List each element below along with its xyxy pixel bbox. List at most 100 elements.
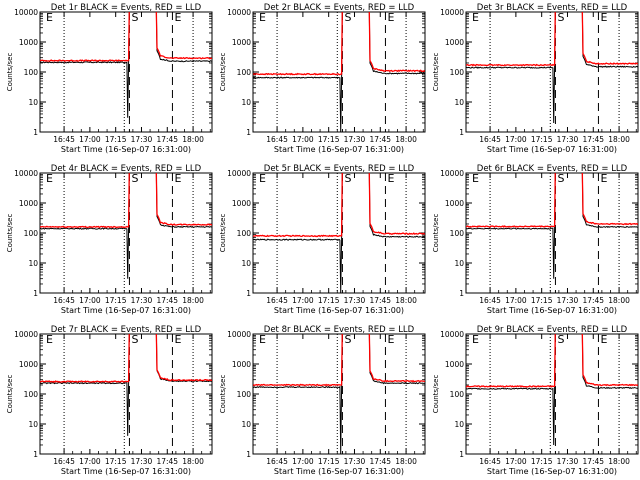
marker-label-s: S bbox=[557, 172, 564, 185]
y-tick-label: 1000 bbox=[232, 199, 251, 208]
marker-label-s: S bbox=[131, 333, 138, 346]
series-line-lld bbox=[253, 173, 425, 238]
series-line-events bbox=[253, 173, 425, 293]
marker-label-e: E bbox=[259, 333, 266, 346]
x-axis-label: Start Time (16-Sep-07 16:31:00) bbox=[61, 145, 191, 154]
x-tick-label: 17:15 bbox=[531, 135, 553, 144]
y-tick-label: 10000 bbox=[227, 8, 251, 17]
plot-frame bbox=[39, 11, 213, 133]
marker-label-s: S bbox=[344, 333, 351, 346]
x-tick-label: 18:00 bbox=[182, 296, 204, 305]
detector-panel-3: Det 3r BLACK = Events, RED = LLD Counts/s… bbox=[432, 3, 639, 154]
y-axis-label: Counts/sec bbox=[6, 214, 14, 253]
panel-title: Det 7r BLACK = Events, RED = LLD bbox=[51, 325, 202, 335]
x-tick-label: 17:00 bbox=[79, 135, 101, 144]
x-tick-label: 17:45 bbox=[369, 457, 391, 466]
y-tick-label: 100 bbox=[450, 68, 465, 77]
x-tick-label: 18:00 bbox=[608, 457, 630, 466]
marker-label-e: E bbox=[472, 172, 479, 185]
y-tick-label: 10 bbox=[28, 420, 38, 429]
x-tick-label: 17:15 bbox=[105, 135, 127, 144]
series-line-events bbox=[466, 173, 638, 279]
x-tick-label: 17:45 bbox=[582, 135, 604, 144]
detector-panel-8: Det 8r BLACK = Events, RED = LLD Counts/s… bbox=[219, 325, 426, 476]
x-tick-label: 16:45 bbox=[53, 296, 75, 305]
y-tick-label: 1 bbox=[459, 128, 464, 137]
series-line-events bbox=[466, 334, 638, 446]
marker-label-e: E bbox=[387, 172, 394, 185]
series-line-lld bbox=[466, 334, 638, 388]
y-tick-label: 1000 bbox=[445, 360, 464, 369]
detector-panel-4: Det 4r BLACK = Events, RED = LLD Counts/s… bbox=[6, 164, 213, 315]
y-tick-label: 10000 bbox=[440, 8, 464, 17]
marker-label-e: E bbox=[600, 333, 607, 346]
panel-title: Det 9r BLACK = Events, RED = LLD bbox=[477, 325, 628, 335]
y-axis-label: Counts/sec bbox=[219, 214, 227, 253]
x-tick-label: 18:00 bbox=[182, 457, 204, 466]
series-line-events bbox=[40, 334, 212, 436]
plot-frame bbox=[465, 11, 639, 133]
y-tick-label: 10000 bbox=[227, 330, 251, 339]
x-tick-label: 18:00 bbox=[395, 296, 417, 305]
plot-frame bbox=[252, 333, 426, 455]
y-tick-label: 10 bbox=[241, 259, 251, 268]
panel-title: Det 4r BLACK = Events, RED = LLD bbox=[51, 164, 202, 174]
y-tick-label: 10000 bbox=[440, 330, 464, 339]
x-axis-label: Start Time (16-Sep-07 16:31:00) bbox=[274, 467, 404, 476]
marker-label-e: E bbox=[600, 11, 607, 24]
x-axis-label: Start Time (16-Sep-07 16:31:00) bbox=[274, 306, 404, 315]
x-tick-label: 17:00 bbox=[79, 296, 101, 305]
x-tick-label: 17:45 bbox=[582, 457, 604, 466]
series-line-events bbox=[253, 334, 425, 454]
x-tick-label: 16:45 bbox=[53, 457, 75, 466]
x-tick-label: 17:00 bbox=[292, 457, 314, 466]
y-tick-label: 100 bbox=[24, 68, 39, 77]
detector-panel-6: Det 6r BLACK = Events, RED = LLD Counts/s… bbox=[432, 164, 639, 315]
series-line-events bbox=[466, 12, 638, 124]
x-tick-label: 17:30 bbox=[557, 296, 579, 305]
x-tick-label: 17:00 bbox=[292, 296, 314, 305]
x-axis-label: Start Time (16-Sep-07 16:31:00) bbox=[274, 145, 404, 154]
marker-label-s: S bbox=[131, 11, 138, 24]
y-axis-label: Counts/sec bbox=[432, 53, 440, 92]
x-tick-label: 17:30 bbox=[131, 296, 153, 305]
y-tick-label: 1 bbox=[246, 289, 251, 298]
x-tick-label: 17:30 bbox=[344, 457, 366, 466]
y-tick-label: 10000 bbox=[14, 330, 38, 339]
marker-label-s: S bbox=[557, 333, 564, 346]
x-tick-label: 17:45 bbox=[369, 135, 391, 144]
x-tick-label: 17:15 bbox=[318, 457, 340, 466]
series-line-lld bbox=[40, 334, 212, 384]
y-tick-label: 10 bbox=[454, 98, 464, 107]
x-tick-label: 17:45 bbox=[582, 296, 604, 305]
x-tick-label: 18:00 bbox=[395, 457, 417, 466]
x-tick-label: 17:00 bbox=[505, 457, 527, 466]
marker-label-s: S bbox=[344, 172, 351, 185]
y-tick-label: 1000 bbox=[232, 38, 251, 47]
marker-label-s: S bbox=[131, 172, 138, 185]
y-tick-label: 10000 bbox=[440, 169, 464, 178]
marker-label-e: E bbox=[387, 333, 394, 346]
marker-label-e: E bbox=[472, 11, 479, 24]
panel-title: Det 8r BLACK = Events, RED = LLD bbox=[264, 325, 415, 335]
plot-frame bbox=[465, 172, 639, 294]
marker-label-e: E bbox=[387, 11, 394, 24]
y-tick-label: 10 bbox=[28, 98, 38, 107]
y-tick-label: 1 bbox=[459, 450, 464, 459]
x-tick-label: 17:30 bbox=[344, 296, 366, 305]
x-tick-label: 17:45 bbox=[156, 135, 178, 144]
x-tick-label: 18:00 bbox=[182, 135, 204, 144]
y-tick-label: 1000 bbox=[232, 360, 251, 369]
y-tick-label: 1000 bbox=[19, 360, 38, 369]
x-tick-label: 17:15 bbox=[318, 135, 340, 144]
x-tick-label: 17:00 bbox=[292, 135, 314, 144]
series-line-lld bbox=[40, 12, 212, 62]
y-axis-label: Counts/sec bbox=[219, 53, 227, 92]
x-tick-label: 18:00 bbox=[608, 135, 630, 144]
marker-label-s: S bbox=[344, 11, 351, 24]
x-tick-label: 17:15 bbox=[105, 457, 127, 466]
x-tick-label: 17:30 bbox=[557, 457, 579, 466]
y-tick-label: 100 bbox=[237, 229, 252, 238]
x-tick-label: 17:30 bbox=[131, 135, 153, 144]
